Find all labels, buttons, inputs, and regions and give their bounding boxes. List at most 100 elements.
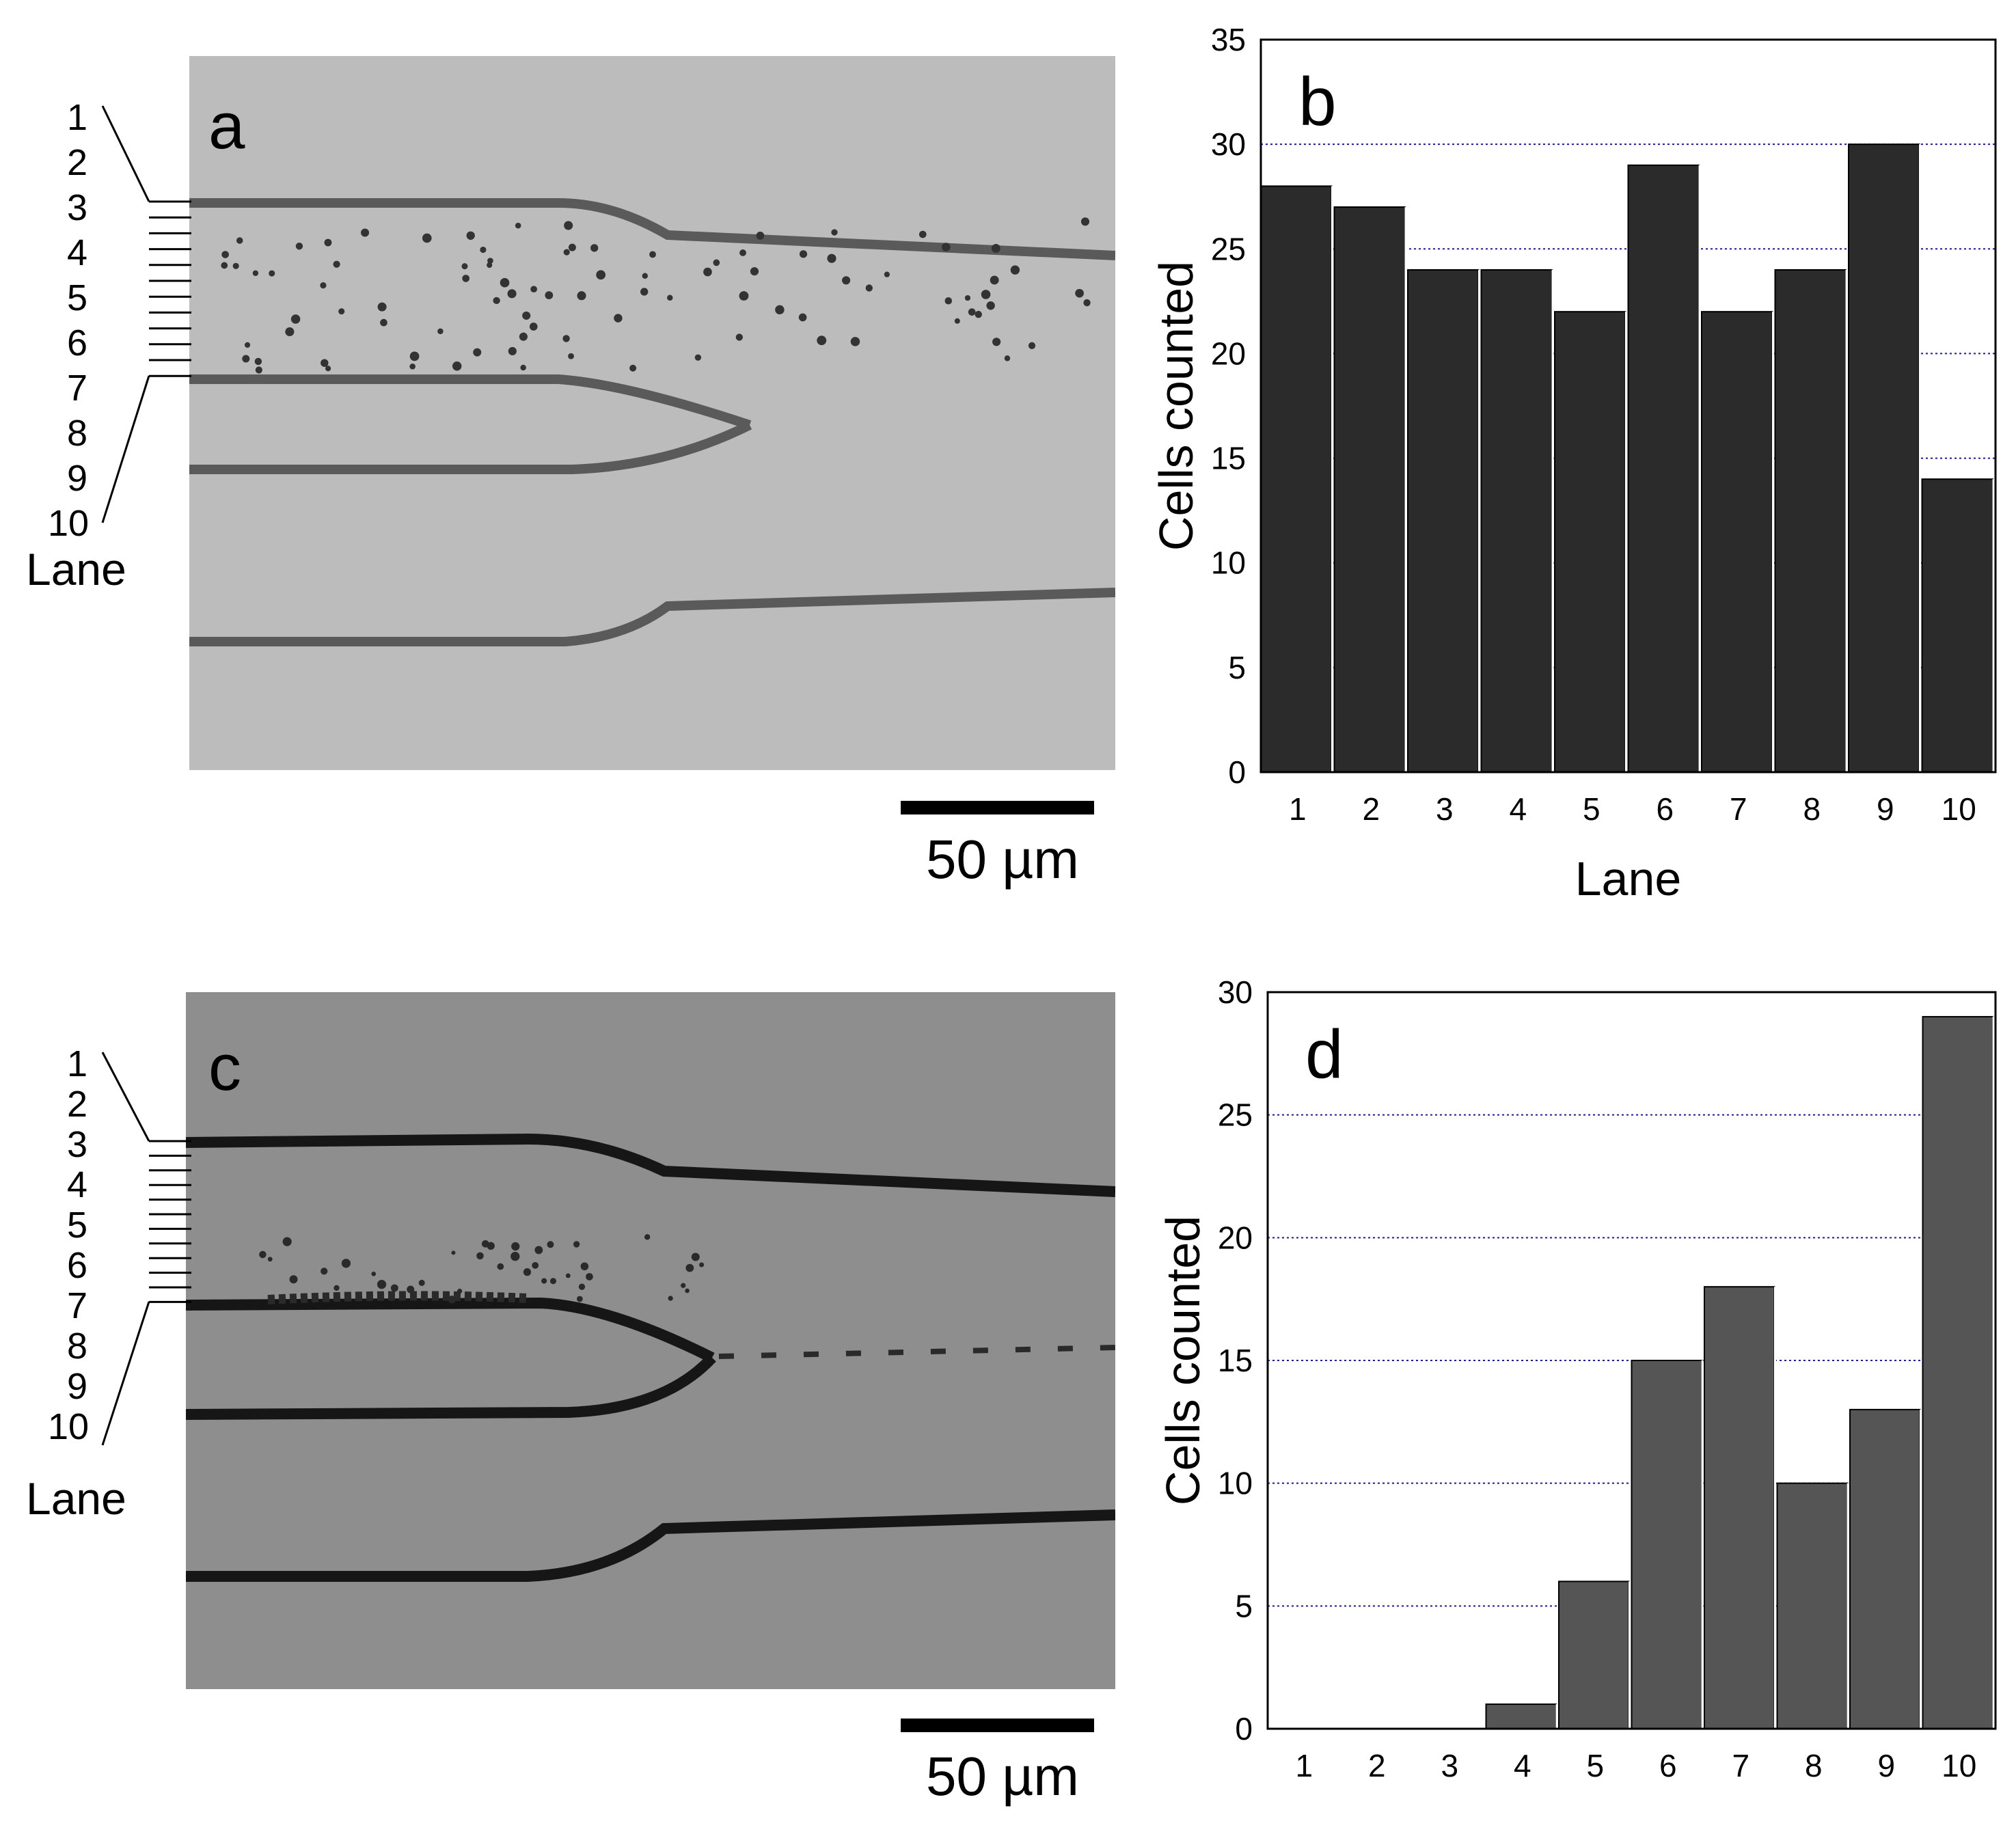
cell-dot [500, 277, 510, 288]
lane-number-label: 7 [67, 1285, 88, 1326]
cell-dot [562, 335, 570, 342]
bar-lane-2 [1333, 206, 1406, 773]
x-tick-label: 7 [1730, 791, 1747, 827]
cell-dot [510, 1252, 520, 1261]
x-tick-label: 2 [1362, 791, 1380, 827]
x-axis-label: Lane [1575, 852, 1682, 905]
bar-lane-10 [1921, 478, 1993, 773]
cell-dot [462, 275, 470, 282]
bar-lane-9 [1848, 143, 1920, 773]
cell-dot [321, 1268, 328, 1275]
cell-dot [775, 305, 785, 315]
cell-dot [451, 1250, 456, 1255]
lane-number-label: 3 [67, 1124, 88, 1165]
cell-dot [242, 355, 250, 363]
lane-number-label: 6 [67, 323, 88, 364]
x-axis-label: Lane [1579, 1809, 1685, 1818]
cell-dot [267, 1257, 273, 1262]
cell-dot [511, 1242, 520, 1251]
cell-dot [437, 328, 444, 335]
cell-dot [739, 291, 749, 301]
lane-number-label: 9 [67, 458, 88, 499]
x-tick-label: 8 [1803, 791, 1821, 827]
cell-dot [699, 1262, 705, 1268]
cell-dot [480, 246, 487, 254]
cell-dot [629, 364, 637, 372]
cell-dot [457, 1288, 463, 1294]
cell-dot [520, 364, 526, 371]
cell-dot [685, 1263, 694, 1272]
cell-dot [944, 297, 953, 305]
lane-legend-c-lines [101, 1052, 191, 1446]
cell-dot [547, 1241, 554, 1248]
cell-dot [644, 1234, 651, 1240]
cell-dot [649, 251, 656, 258]
scale-label-c: 50 µm [926, 1746, 1079, 1807]
cell-dot [964, 295, 971, 301]
cell-dot [545, 291, 554, 299]
x-tick-label: 7 [1732, 1748, 1749, 1783]
cell-dot [290, 314, 301, 324]
bar-lane-1 [1260, 185, 1333, 773]
cell-dot [285, 327, 295, 337]
cell-dot [255, 366, 262, 374]
scale-label-a: 50 µm [926, 829, 1079, 890]
cell-dot [1080, 217, 1090, 226]
cell-dot [568, 243, 576, 251]
lane-title-a: Lane [26, 544, 126, 594]
cell-dot [586, 1273, 593, 1281]
cell-dot [1075, 288, 1084, 298]
bar-lane-5 [1554, 311, 1626, 773]
cell-dot [321, 359, 329, 367]
cell-dot [289, 1275, 298, 1284]
cell-dot [371, 1272, 377, 1276]
cell-dot [1083, 299, 1091, 307]
cell-dot [508, 346, 517, 356]
cell-dot [390, 1284, 398, 1292]
cell-dot [735, 333, 744, 341]
bar-lane-8 [1776, 1482, 1848, 1730]
x-tick-label: 5 [1586, 1748, 1604, 1783]
y-tick-label: 10 [1211, 545, 1246, 581]
y-axis-label: Cells counted [1156, 1216, 1210, 1505]
lane-number-label: 8 [67, 1326, 88, 1367]
x-tick-label: 10 [1942, 1748, 1976, 1783]
y-tick-label: 20 [1218, 1220, 1253, 1255]
lane-number-label: 4 [67, 1164, 88, 1205]
bar-lane-6 [1631, 1360, 1702, 1729]
cell-dot [842, 276, 851, 285]
cell-dot [324, 238, 332, 247]
cell-dot [452, 361, 462, 371]
x-tick-label: 4 [1514, 1748, 1531, 1783]
cell-dot [577, 291, 586, 301]
cell-dot [295, 243, 303, 250]
cell-dot [221, 262, 228, 269]
cell-dot [377, 1280, 387, 1289]
cell-dot [523, 1268, 532, 1276]
panel-letter-b: b [1298, 64, 1337, 140]
cell-dot [409, 364, 416, 370]
panel-letter-a: a [208, 90, 245, 163]
scale-bar-a [901, 801, 1094, 814]
lane-number-label: 5 [67, 1205, 88, 1246]
cell-dot [481, 1240, 489, 1248]
cell-dot [409, 351, 420, 361]
cell-dot [614, 314, 623, 323]
cell-dot [799, 250, 808, 258]
cell-dot [817, 336, 827, 346]
cell-dot [519, 332, 528, 341]
cell-dot [750, 267, 759, 276]
cell-dot [461, 263, 468, 270]
cell-dot [981, 290, 991, 299]
lane-number-label: 5 [67, 277, 88, 318]
y-tick-label: 25 [1211, 231, 1246, 266]
bar-lane-3 [1407, 269, 1480, 773]
cell-dot [341, 1259, 351, 1268]
cell-dot [466, 231, 475, 240]
cell-dot [522, 311, 531, 320]
cell-dot [941, 243, 951, 251]
lane-number-label: 8 [67, 413, 88, 454]
bar-lane-6 [1627, 164, 1700, 773]
cell-dot [968, 308, 976, 316]
x-tick-label: 5 [1583, 791, 1600, 827]
